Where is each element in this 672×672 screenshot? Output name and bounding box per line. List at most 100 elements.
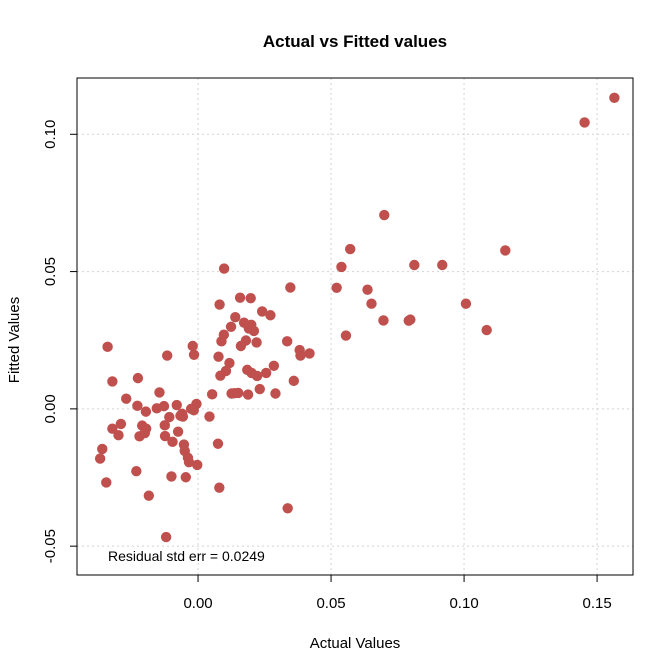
data-point xyxy=(102,341,113,353)
data-point xyxy=(294,344,305,356)
data-point xyxy=(113,430,124,441)
data-point xyxy=(285,282,296,293)
data-point xyxy=(188,349,200,360)
data-point xyxy=(260,367,272,379)
data-point xyxy=(215,370,226,381)
data-point xyxy=(212,438,224,449)
data-point xyxy=(336,261,347,273)
data-point xyxy=(409,259,420,271)
data-point xyxy=(166,471,177,482)
data-point xyxy=(121,393,132,404)
data-point xyxy=(238,317,250,328)
x-tick-label: 0.05 xyxy=(316,595,345,612)
data-point xyxy=(403,315,414,326)
y-axis: -0.05 0.00 0.05 0.10 xyxy=(42,120,77,563)
data-point xyxy=(164,411,175,423)
data-point xyxy=(187,340,198,352)
data-point xyxy=(107,376,118,387)
data-point xyxy=(251,337,262,348)
data-point xyxy=(242,389,254,400)
data-point xyxy=(234,292,246,303)
grid xyxy=(77,78,633,575)
data-point xyxy=(242,364,253,376)
data-point xyxy=(97,443,108,455)
data-point xyxy=(282,503,293,514)
data-point xyxy=(132,372,144,384)
data-point xyxy=(154,387,165,398)
data-point xyxy=(579,117,590,128)
data-point xyxy=(192,459,203,471)
x-tick-label: 0.15 xyxy=(582,595,611,612)
data-points xyxy=(94,92,620,543)
data-point xyxy=(265,310,276,321)
chart-title: Actual vs Fitted values xyxy=(263,32,447,51)
data-point xyxy=(304,348,315,359)
plot-frame xyxy=(76,77,634,576)
data-point xyxy=(171,399,182,411)
data-point xyxy=(270,388,281,399)
data-point xyxy=(175,410,186,421)
data-point xyxy=(172,426,184,437)
data-point xyxy=(167,436,178,448)
y-tick-label: -0.05 xyxy=(42,529,59,563)
data-point xyxy=(151,403,163,414)
data-point xyxy=(136,420,148,431)
data-point xyxy=(224,357,235,369)
data-point xyxy=(288,375,300,387)
y-tick-label: 0.05 xyxy=(42,257,59,286)
data-point xyxy=(161,350,173,361)
data-point xyxy=(115,418,127,430)
x-axis: 0.00 0.05 0.10 0.15 xyxy=(183,575,612,612)
data-point xyxy=(481,324,492,336)
data-point xyxy=(331,282,342,293)
data-point xyxy=(609,92,620,103)
data-point xyxy=(225,321,237,332)
data-point xyxy=(204,411,215,422)
data-point xyxy=(226,388,237,399)
data-point xyxy=(206,389,218,400)
data-point xyxy=(107,423,118,434)
data-point xyxy=(230,311,241,323)
data-point xyxy=(178,439,190,450)
x-axis-label: Actual Values xyxy=(310,635,401,652)
data-point xyxy=(460,298,472,309)
y-tick-label: 0.10 xyxy=(42,120,59,149)
data-point xyxy=(345,243,356,255)
data-point xyxy=(131,466,142,477)
data-point xyxy=(218,263,230,274)
data-point xyxy=(214,299,225,310)
data-point xyxy=(254,383,265,395)
y-tick-label: 0.00 xyxy=(42,394,59,423)
data-point xyxy=(160,531,172,543)
data-point xyxy=(366,298,377,309)
data-point xyxy=(268,360,280,371)
data-point xyxy=(101,477,112,488)
data-point xyxy=(140,406,152,417)
data-point xyxy=(340,330,352,341)
data-point xyxy=(245,293,256,304)
residual-annotation: Residual std err = 0.0249 xyxy=(108,548,265,564)
data-point xyxy=(180,472,192,483)
data-point xyxy=(159,420,170,431)
data-point xyxy=(94,453,106,464)
x-tick-label: 0.10 xyxy=(449,595,478,612)
data-point xyxy=(500,245,511,256)
y-axis-label: Fitted Values xyxy=(6,297,23,383)
data-point xyxy=(216,336,227,347)
x-tick-label: 0.00 xyxy=(183,595,212,612)
data-point xyxy=(256,306,268,317)
data-point xyxy=(281,336,293,347)
data-point xyxy=(143,490,155,501)
data-point xyxy=(214,482,225,493)
data-point xyxy=(185,403,197,415)
data-point xyxy=(134,431,145,442)
data-point xyxy=(379,209,390,221)
data-point xyxy=(362,284,373,295)
data-point xyxy=(213,351,224,362)
data-point xyxy=(437,259,448,271)
data-point xyxy=(132,400,143,412)
data-point xyxy=(378,315,389,326)
data-point xyxy=(159,430,171,442)
data-point xyxy=(235,340,247,352)
